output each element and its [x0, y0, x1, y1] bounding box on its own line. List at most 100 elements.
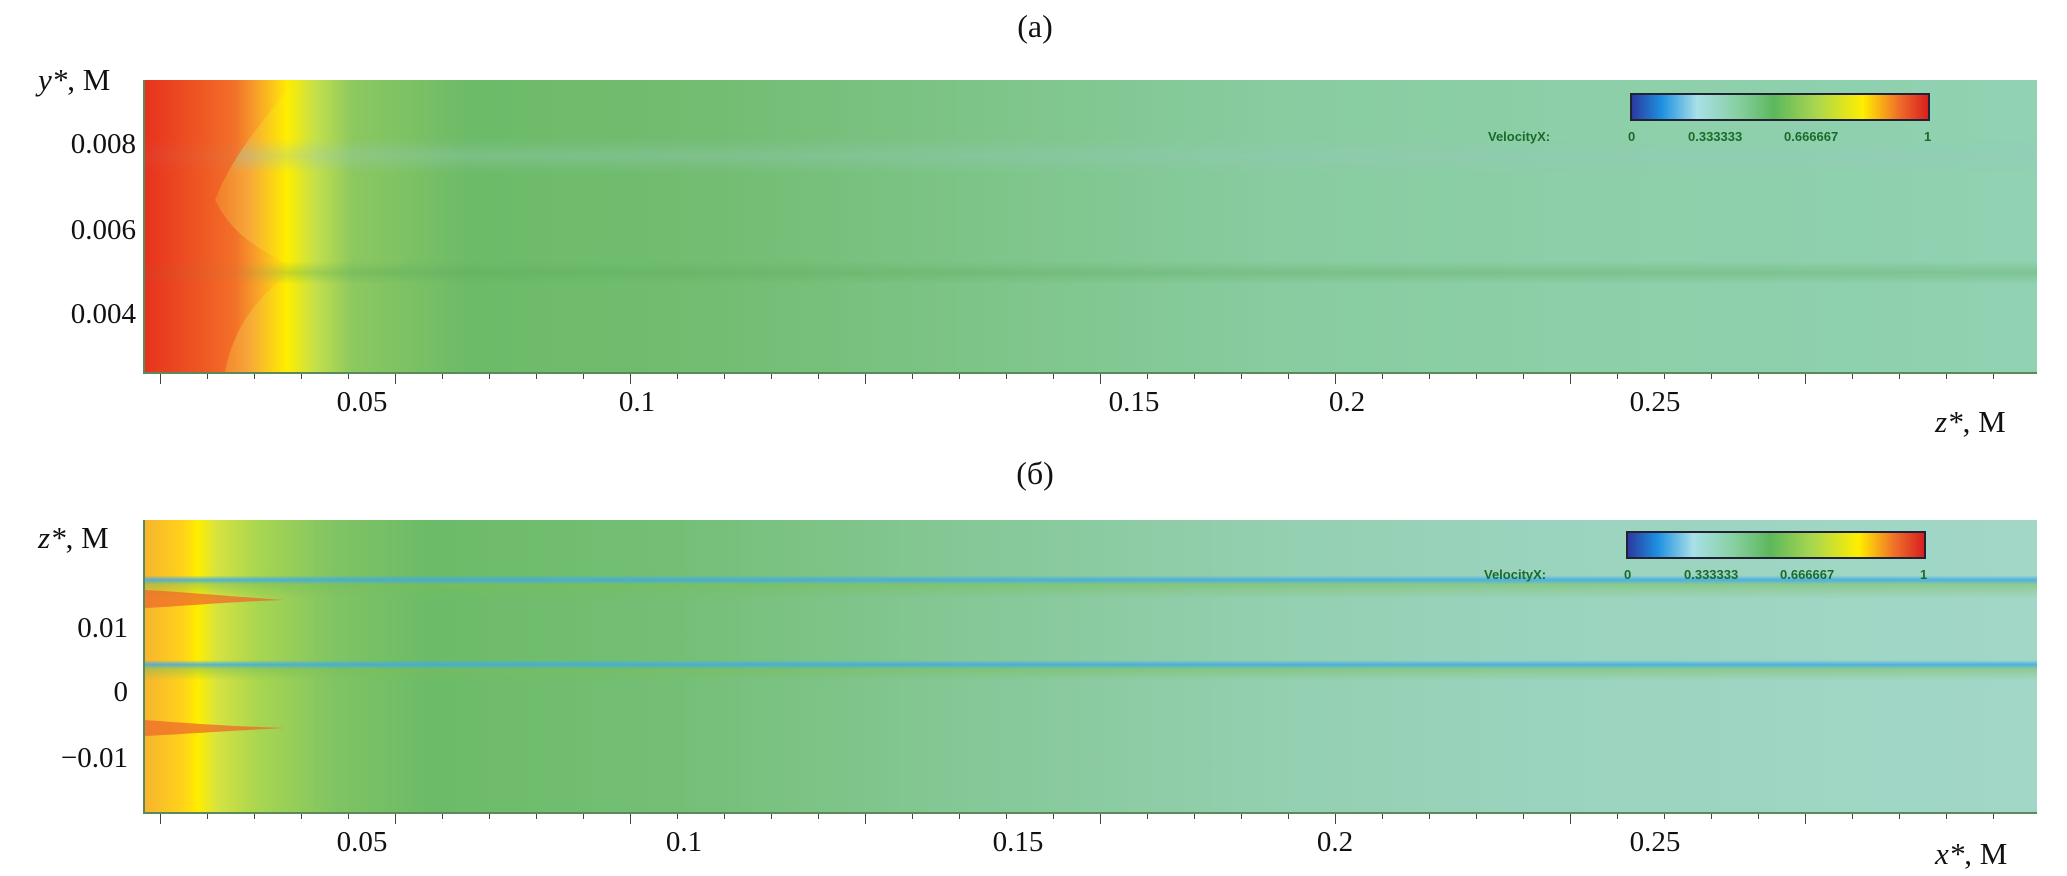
panel-b-x-tick-005: 0.05 — [336, 826, 388, 858]
panel-b-x-tick-02: 0.2 — [1316, 826, 1354, 858]
x-minor-tick — [395, 814, 396, 824]
panel-a-colorbar — [1630, 93, 1930, 121]
x-minor-tick — [1805, 814, 1806, 824]
panel-a-y-tick-0004: 0.004 — [70, 298, 136, 330]
x-minor-tick — [207, 374, 208, 379]
x-minor-tick — [959, 374, 960, 379]
x-minor-tick — [1993, 814, 1994, 819]
x-minor-tick — [724, 814, 725, 819]
x-minor-tick — [1476, 374, 1477, 379]
panel-a-y-tick-0006: 0.006 — [70, 214, 136, 246]
x-minor-tick — [1053, 814, 1054, 819]
x-minor-tick — [1664, 814, 1665, 819]
x-minor-tick — [583, 814, 584, 819]
panel-a-y-axis-label: y*, M — [38, 62, 110, 98]
x-minor-tick — [301, 814, 302, 819]
x-minor-tick — [1382, 814, 1383, 819]
panel-b-y-tick-0: 0 — [113, 676, 129, 708]
x-minor-tick — [1899, 374, 1900, 379]
panel-b-colorbar-tick-0: 0 — [1624, 567, 1632, 582]
x-minor-tick — [865, 814, 866, 824]
x-minor-tick — [1476, 814, 1477, 819]
panel-b-velocity-field — [145, 520, 2037, 812]
panel-a-colorbar-tick-1: 0.333333 — [1688, 129, 1743, 144]
x-minor-tick — [1288, 814, 1289, 819]
panel-a-x-tick-02: 0.2 — [1328, 386, 1366, 418]
x-minor-tick — [1523, 814, 1524, 819]
x-minor-tick — [1335, 374, 1336, 384]
panel-a-x-tick-025: 0.25 — [1629, 386, 1681, 418]
x-minor-tick — [348, 374, 349, 379]
x-minor-tick — [160, 374, 161, 384]
panel-b-y-axis-var: z* — [38, 520, 66, 555]
panel-b-x-axis-var: x* — [1935, 836, 1965, 871]
x-minor-tick — [1711, 814, 1712, 819]
x-minor-tick — [865, 374, 866, 384]
x-minor-tick — [1288, 374, 1289, 379]
x-minor-tick — [1664, 374, 1665, 379]
x-minor-tick — [1241, 374, 1242, 379]
x-minor-tick — [1758, 814, 1759, 819]
panel-b-y-axis-label: z*, M — [38, 520, 109, 556]
panel-b-y-axis-unit: , M — [65, 520, 109, 555]
panel-b-x-axis-unit: , M — [1964, 836, 2008, 871]
panel-a-velocity-field — [145, 80, 2037, 372]
x-minor-tick — [1335, 814, 1336, 824]
x-minor-tick — [536, 374, 537, 379]
x-minor-tick — [1147, 374, 1148, 379]
panel-b-plot-area — [145, 520, 2037, 812]
x-minor-tick — [160, 814, 161, 824]
x-minor-tick — [1053, 374, 1054, 379]
panel-a-x-axis-var: z* — [1935, 404, 1963, 439]
panel-b-x-tick-025: 0.25 — [1629, 826, 1681, 858]
x-minor-tick — [1523, 374, 1524, 379]
x-minor-tick — [1946, 374, 1947, 379]
x-minor-tick — [1899, 814, 1900, 819]
x-minor-tick — [1147, 814, 1148, 819]
panel-b-inlet-jet — [145, 590, 285, 736]
x-minor-tick — [1006, 814, 1007, 819]
x-minor-tick — [1194, 814, 1195, 819]
x-minor-tick — [724, 374, 725, 379]
x-minor-tick — [1852, 814, 1853, 819]
panel-a-colorbar-tick-2: 0.666667 — [1784, 129, 1839, 144]
panel-b-colorbar-title: VelocityX: — [1484, 567, 1547, 582]
panel-b-x-tick-01: 0.1 — [665, 826, 703, 858]
x-minor-tick — [818, 814, 819, 819]
panel-b-colorbar — [1626, 531, 1926, 559]
x-minor-tick — [771, 374, 772, 379]
panel-b-title: (б) — [1016, 455, 1054, 491]
x-minor-tick — [254, 814, 255, 819]
x-minor-tick — [1429, 814, 1430, 819]
x-minor-tick — [442, 374, 443, 379]
x-minor-tick — [677, 814, 678, 819]
x-minor-tick — [1852, 374, 1853, 379]
x-minor-tick — [630, 374, 631, 384]
x-minor-tick — [1946, 814, 1947, 819]
panel-a-title: (a) — [1017, 8, 1053, 44]
x-minor-tick — [348, 814, 349, 819]
x-minor-tick — [959, 814, 960, 819]
x-minor-tick — [254, 374, 255, 379]
x-minor-tick — [1429, 374, 1430, 379]
x-minor-tick — [1805, 374, 1806, 384]
panel-b-colorbar-tick-3: 1 — [1920, 567, 1928, 582]
x-minor-tick — [536, 814, 537, 819]
panel-b-x-tick-015: 0.15 — [992, 826, 1044, 858]
x-minor-tick — [818, 374, 819, 379]
x-minor-tick — [630, 814, 631, 824]
x-minor-tick — [207, 814, 208, 819]
panel-a-x-tick-015: 0.15 — [1108, 386, 1160, 418]
panel-b-y-tick-neg001: −0.01 — [60, 742, 128, 774]
x-minor-tick — [771, 814, 772, 819]
panel-a-y-axis-unit: , M — [67, 62, 111, 97]
panel-a-y-axis-line — [143, 80, 145, 374]
panel-b-y-tick-001: 0.01 — [77, 612, 128, 644]
panel-a-colorbar-title: VelocityX: — [1488, 129, 1551, 144]
panel-a-plot-area — [145, 80, 2037, 372]
x-minor-tick — [301, 374, 302, 379]
panel-a-x-axis-unit: , M — [1962, 404, 2006, 439]
x-minor-tick — [442, 814, 443, 819]
x-minor-tick — [1993, 374, 1994, 379]
x-minor-tick — [1570, 814, 1571, 824]
